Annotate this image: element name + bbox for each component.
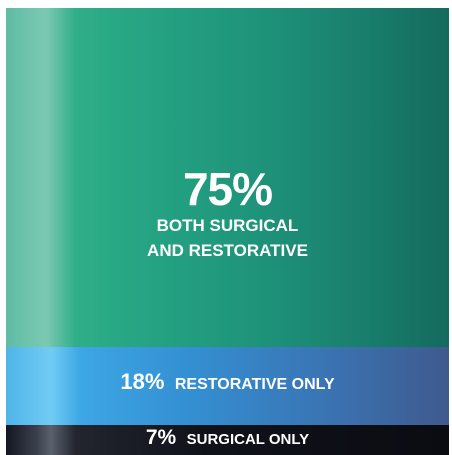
segment-surgical-value: 7% — [145, 426, 177, 449]
segment-both-description-line-1: BOTH SURGICAL — [156, 216, 299, 235]
segment-restorative-only: 18% RESTORATIVE ONLY — [6, 347, 449, 425]
stacked-percentage-bar: 75% BOTH SURGICAL AND RESTORATIVE 18% RE… — [6, 8, 449, 455]
segment-both-label: 75% BOTH SURGICAL AND RESTORATIVE — [6, 166, 449, 262]
segment-surgical-label: 7% SURGICAL ONLY — [6, 426, 449, 450]
segment-both-surgical-and-restorative: 75% BOTH SURGICAL AND RESTORATIVE — [6, 8, 449, 347]
segment-both-value: 75% — [182, 163, 273, 215]
segment-surgical-only: 7% SURGICAL ONLY — [6, 425, 449, 455]
segment-both-description-line-2: AND RESTORATIVE — [147, 241, 308, 260]
segment-surgical-description: SURGICAL ONLY — [186, 431, 310, 448]
segment-restorative-label: 18% RESTORATIVE ONLY — [6, 369, 449, 395]
segment-restorative-value: 18% — [120, 369, 165, 394]
segment-restorative-description: RESTORATIVE ONLY — [174, 376, 335, 393]
